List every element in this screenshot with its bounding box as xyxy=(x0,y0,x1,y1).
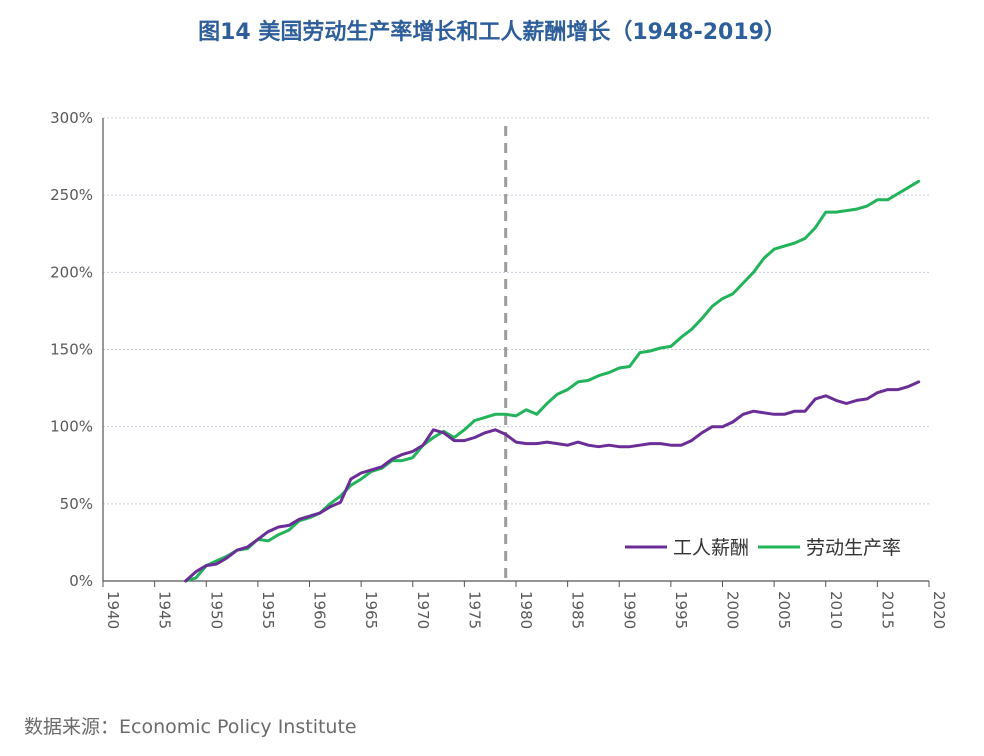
x-tick-label: 1955 xyxy=(259,591,277,629)
y-tick-label: 50% xyxy=(60,495,93,513)
x-tick-label: 1945 xyxy=(156,591,174,629)
x-tick-label: 2005 xyxy=(775,591,793,629)
x-tick-label: 1975 xyxy=(465,591,483,629)
y-tick-label: 200% xyxy=(50,263,93,281)
source-note: 数据来源：Economic Policy Institute xyxy=(24,716,357,738)
series-line xyxy=(184,380,921,583)
y-tick-label: 250% xyxy=(50,186,93,204)
x-tick-label: 1965 xyxy=(362,591,380,629)
chart-title: 图14 美国劳动生产率增长和工人薪酬增长（1948-2019） xyxy=(198,20,786,45)
x-tick-label: 1950 xyxy=(207,591,225,629)
x-tick-label: 1980 xyxy=(517,591,535,629)
y-tick-label: 150% xyxy=(50,341,93,359)
y-tick-label: 0% xyxy=(69,572,93,590)
x-tick-label: 1985 xyxy=(569,591,587,629)
legend-label: 劳动生产率 xyxy=(806,537,901,559)
x-tick-label: 2015 xyxy=(878,591,896,629)
x-tick-label: 2000 xyxy=(724,591,742,629)
x-tick-label: 1970 xyxy=(414,591,432,629)
y-tick-label: 100% xyxy=(50,418,93,436)
line-chart: 0% 50% 100% 150% 200% 250% 300% 1940 1945 1950 195… xyxy=(50,109,948,629)
y-tick-label: 300% xyxy=(50,109,93,127)
x-tick-label: 1940 xyxy=(104,591,122,629)
x-tick-label: 2020 xyxy=(930,591,948,629)
x-tick-label: 1960 xyxy=(311,591,329,629)
legend-label: 工人薪酬 xyxy=(673,537,749,559)
x-tick-label: 1990 xyxy=(620,591,638,629)
x-tick-label: 1995 xyxy=(672,591,690,629)
x-tick-label: 2010 xyxy=(827,591,845,629)
